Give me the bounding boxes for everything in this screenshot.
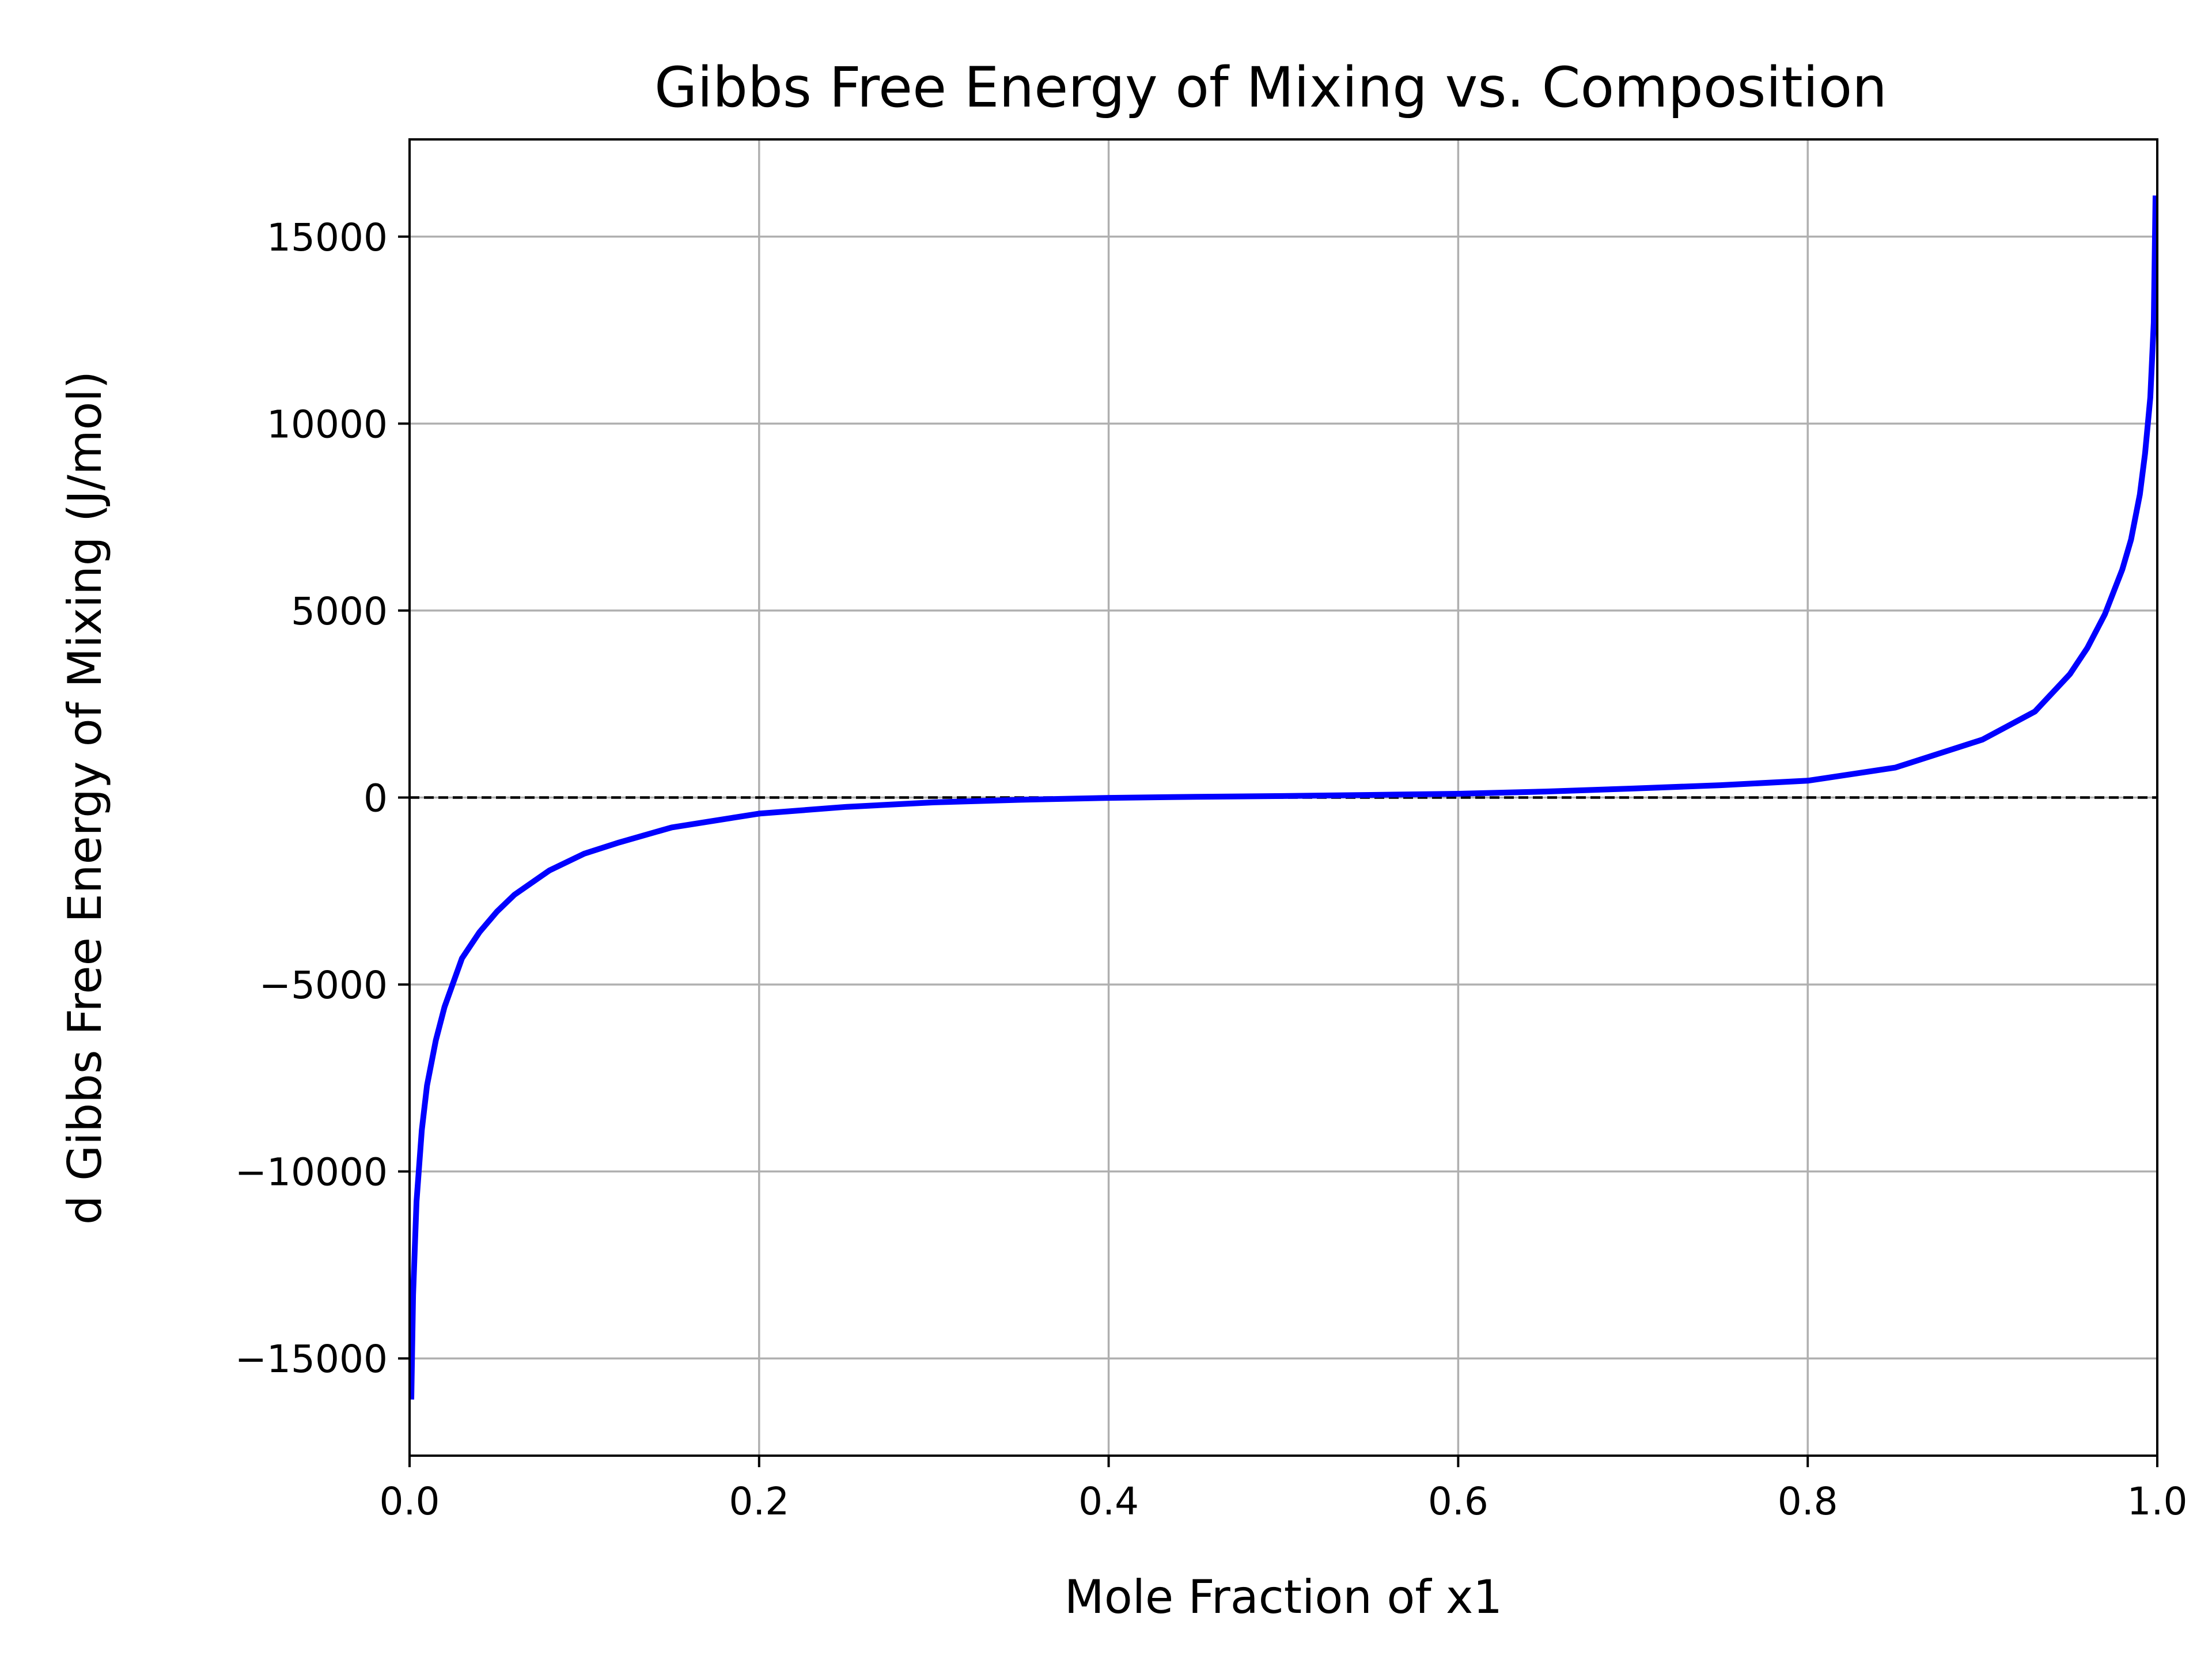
- series-line: [408, 195, 2158, 1400]
- x-tick-label: 1.0: [2127, 1479, 2188, 1524]
- series-layer: [408, 195, 2158, 1400]
- x-tick-label: 0.6: [1428, 1479, 1488, 1524]
- y-tick-label: −15000: [235, 1337, 388, 1381]
- y-tick-label: −5000: [259, 963, 388, 1007]
- y-axis-title: d Gibbs Free Energy of Mixing (J/mol): [58, 371, 112, 1225]
- x-tick-label: 0.2: [729, 1479, 789, 1524]
- y-tick-label: 10000: [267, 402, 388, 446]
- y-tick-label: 0: [363, 777, 388, 821]
- x-tick-label: 0.0: [380, 1479, 440, 1524]
- y-axis-ticks: −15000 −10000 −5000 0 5000 10000 15000: [235, 215, 410, 1381]
- x-tick-label: 0.8: [1778, 1479, 1838, 1524]
- y-tick-label: −10000: [235, 1150, 388, 1195]
- y-tick-label: 5000: [291, 589, 388, 634]
- x-axis-title: Mole Fraction of x1: [1065, 1570, 1502, 1624]
- x-tick-label: 0.4: [1078, 1479, 1139, 1524]
- chart-title: Gibbs Free Energy of Mixing vs. Composit…: [654, 55, 1887, 120]
- y-tick-label: 15000: [267, 215, 388, 260]
- x-axis-ticks: 0.0 0.2 0.4 0.6 0.8 1.0: [380, 1456, 2188, 1524]
